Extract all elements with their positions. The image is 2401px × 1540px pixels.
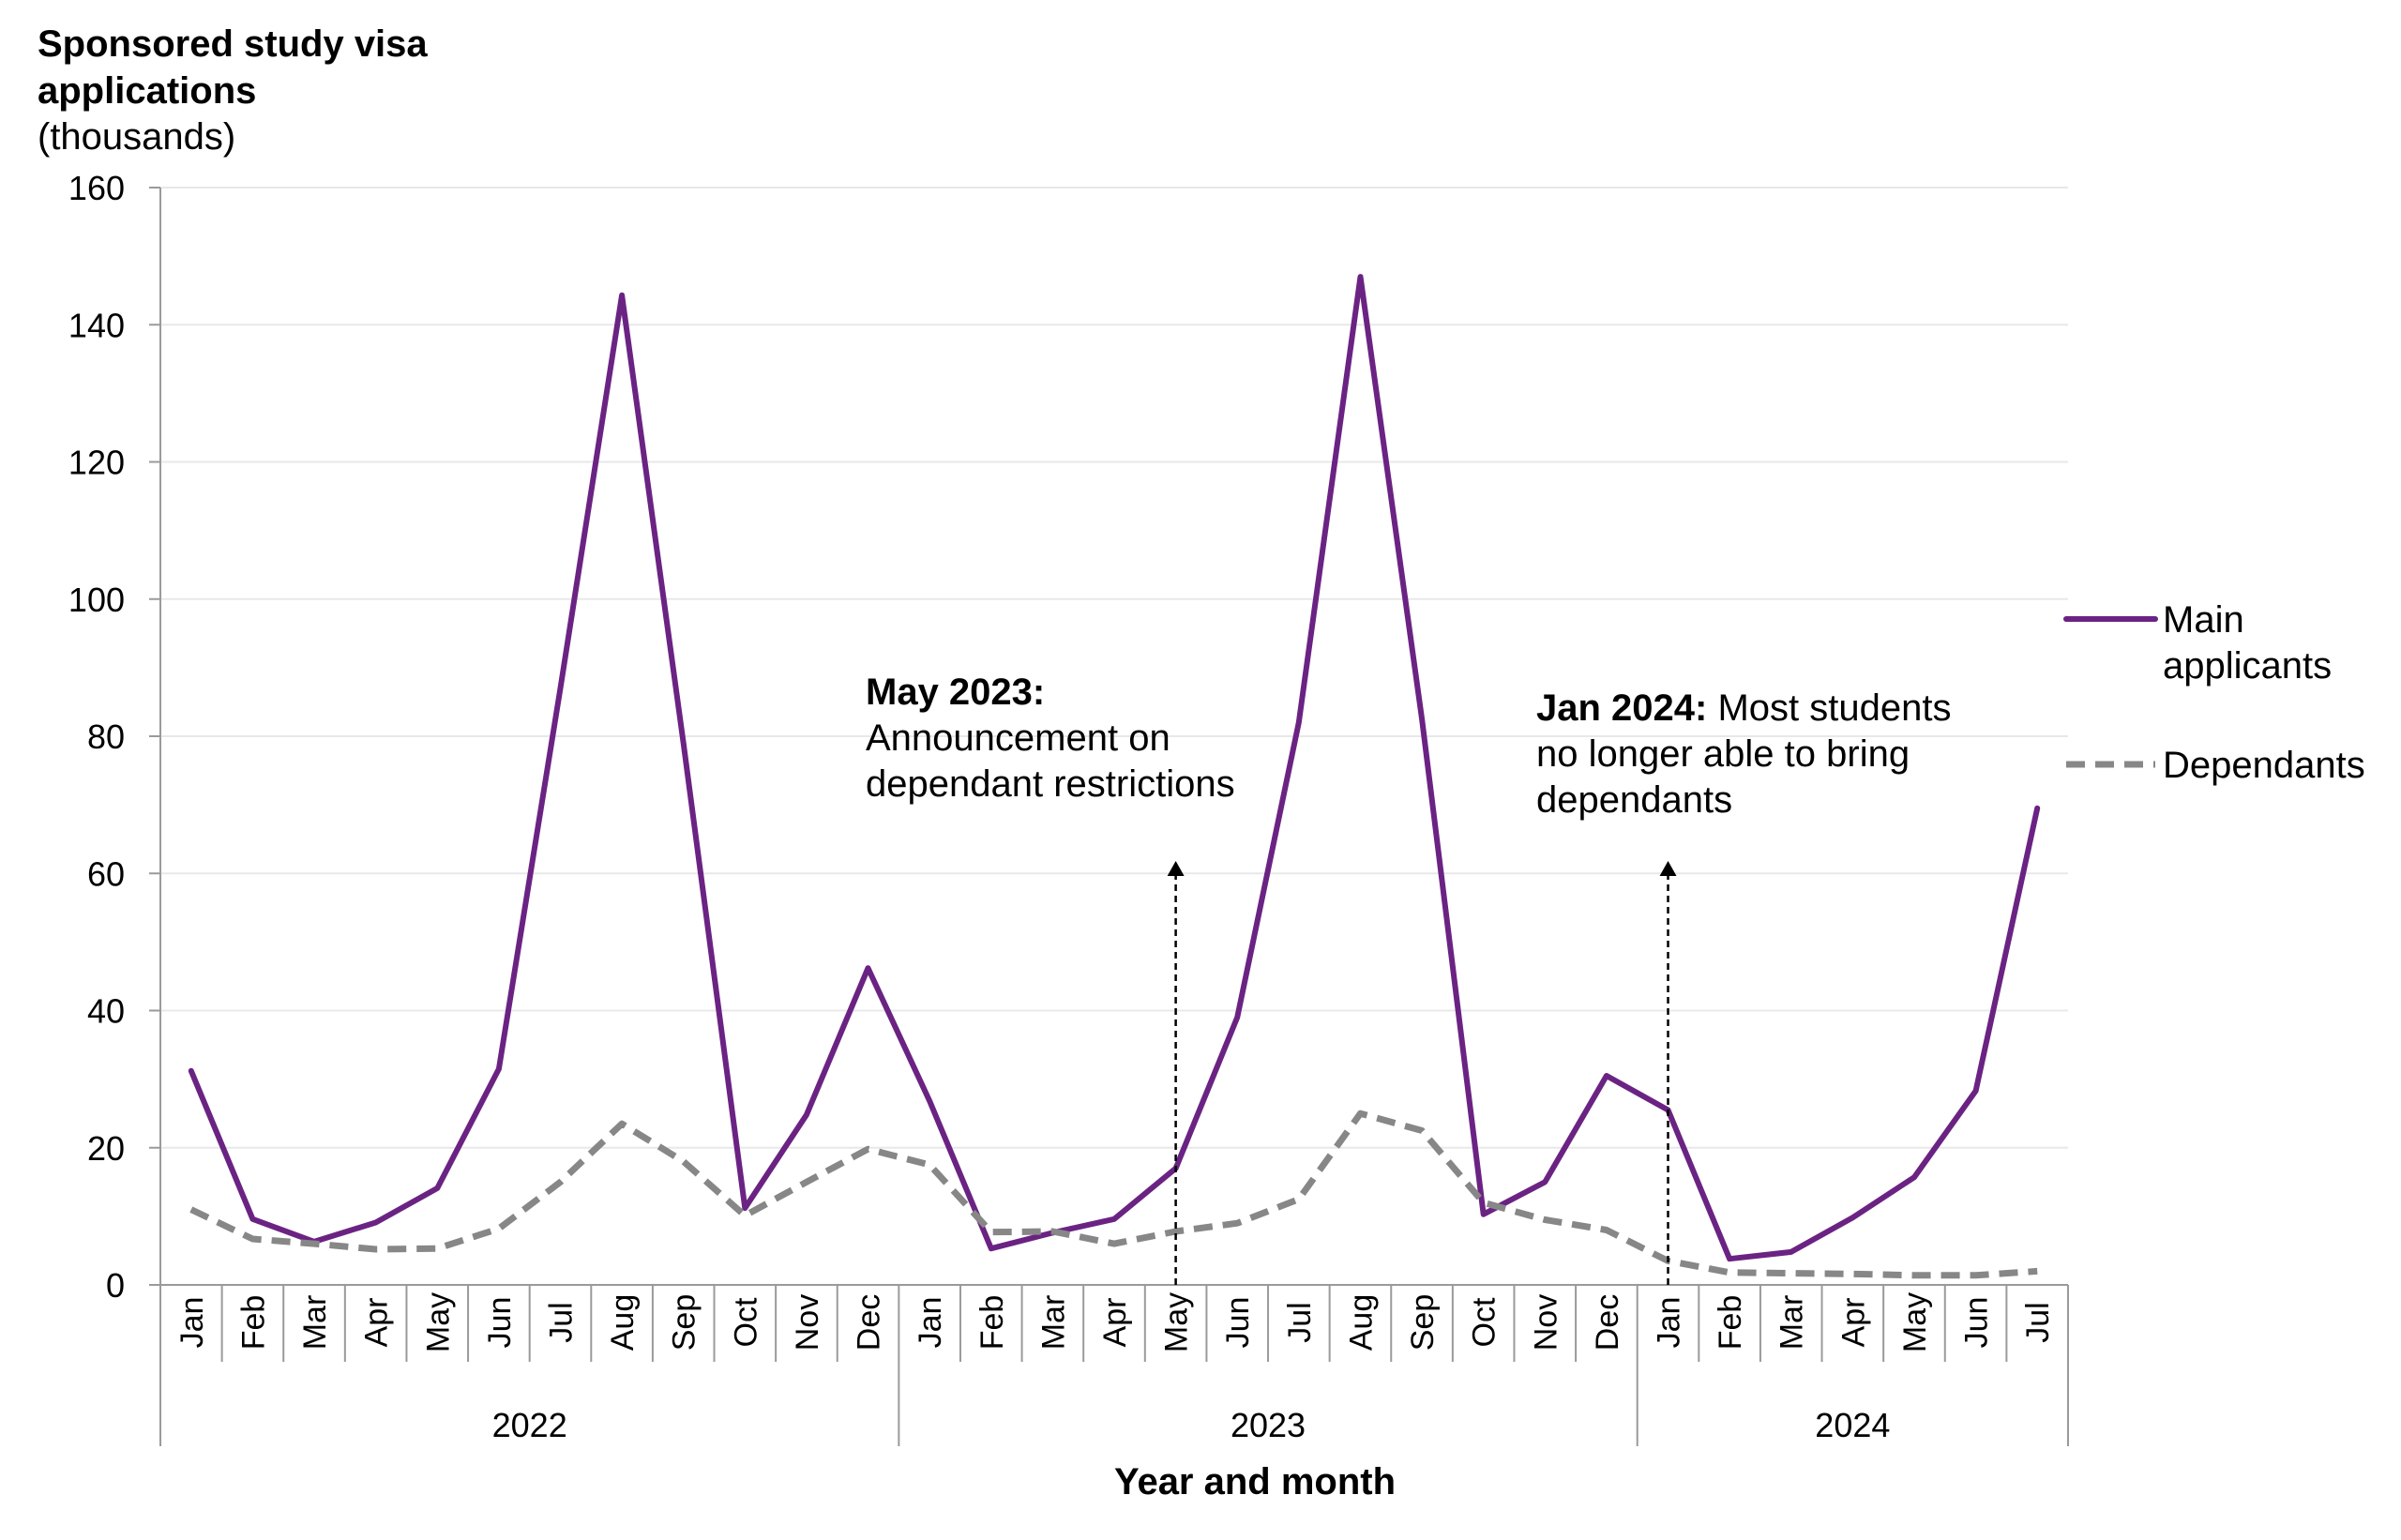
x-axis-month-labels: Jan Feb Mar Apr May Jun Jul Aug Sep Oct Nov Dec Jan F… <box>174 1292 2056 1352</box>
legend-label-main-applicants: Main <box>2163 599 2244 641</box>
x-tick-label: Aug <box>1343 1294 1379 1351</box>
x-tick-label: Oct <box>1467 1297 1503 1347</box>
y-tick-label: 100 <box>68 581 125 619</box>
x-tick-label: Apr <box>1835 1298 1871 1348</box>
x-tick-label: Jul <box>2020 1302 2056 1342</box>
x-tick-label: Feb <box>974 1295 1010 1351</box>
annotation-jan-2024-rest: Most students <box>1707 687 1951 729</box>
y-axis-unit: (thousands) <box>38 116 235 158</box>
x-tick-label: Jul <box>1282 1302 1318 1342</box>
y-axis-tick-labels: 0 20 40 60 80 100 120 140 160 <box>68 169 125 1305</box>
x-tick-label: Nov <box>1528 1294 1563 1351</box>
x-tick-label: May <box>1159 1292 1195 1352</box>
x-tick-label: Feb <box>1713 1295 1748 1351</box>
y-tick-label: 120 <box>68 444 125 482</box>
x-tick-label: Nov <box>790 1294 825 1351</box>
y-tick-label: 80 <box>87 717 125 756</box>
year-label: 2024 <box>1815 1406 1890 1444</box>
annotation-may-2023-line: Announcement on <box>866 717 1170 759</box>
annotation-jan-2024-title: Jan 2024: <box>1536 687 1707 729</box>
year-label: 2023 <box>1231 1406 1306 1444</box>
annotation-jan-2024-line-1: Jan 2024: Most students <box>1536 687 1951 729</box>
annotation-arrow-head <box>1659 861 1677 876</box>
x-tick-label: Jun <box>482 1297 518 1349</box>
y-tick-label: 160 <box>68 169 125 207</box>
x-tick-label: Mar <box>1774 1295 1810 1351</box>
x-axis-title: Year and month <box>1114 1461 1396 1502</box>
series-lines <box>188 274 2041 1279</box>
x-tick-label: Jun <box>1220 1297 1256 1349</box>
annotation-may-2023-line: dependant restrictions <box>866 763 1235 805</box>
series-dependants <box>189 1110 2038 1279</box>
x-tick-label: Jun <box>1959 1297 1995 1349</box>
x-tick-label: Apr <box>359 1298 395 1348</box>
x-tick-label: Sep <box>667 1294 702 1351</box>
gridlines <box>160 187 2068 1149</box>
series-main-applicants <box>188 274 2041 1262</box>
x-tick-label: Jul <box>543 1302 579 1342</box>
axes <box>149 187 2069 1446</box>
legend-label-main-applicants: applicants <box>2163 645 2332 687</box>
x-tick-label: Jan <box>174 1297 210 1349</box>
x-axis-year-labels: 2022 2023 2024 <box>492 1406 1891 1444</box>
y-tick-label: 140 <box>68 306 125 344</box>
x-tick-label: Oct <box>728 1297 763 1347</box>
legend-label-dependants: Dependants <box>2163 745 2365 786</box>
annotation-jan-2024-line: dependants <box>1536 779 1732 821</box>
y-axis-title-line-2: applications <box>38 70 256 112</box>
x-tick-label: Apr <box>1097 1298 1133 1348</box>
annotation-may-2023-title: May 2023: <box>866 672 1045 713</box>
x-tick-label: Mar <box>297 1295 333 1351</box>
annotation-jan-2024-line: no longer able to bring <box>1536 733 1910 775</box>
y-tick-label: 0 <box>106 1266 125 1305</box>
y-tick-label: 40 <box>87 992 125 1031</box>
x-tick-label: Jan <box>913 1297 948 1349</box>
x-tick-label: May <box>1897 1292 1933 1352</box>
annotation-arrow-head <box>1167 861 1185 876</box>
x-tick-label: Aug <box>605 1294 641 1351</box>
year-label: 2022 <box>492 1406 567 1444</box>
x-tick-label: Jan <box>1652 1297 1687 1349</box>
x-tick-label: May <box>420 1292 456 1352</box>
x-tick-label: Mar <box>1035 1295 1071 1351</box>
x-tick-label: Dec <box>1590 1294 1625 1351</box>
y-axis-title-line-1: Sponsored study visa <box>38 23 428 65</box>
x-tick-label: Sep <box>1405 1294 1441 1351</box>
y-tick-label: 20 <box>87 1129 125 1168</box>
x-tick-label: Dec <box>852 1294 887 1351</box>
y-tick-label: 60 <box>87 854 125 893</box>
x-tick-label: Feb <box>235 1295 271 1351</box>
